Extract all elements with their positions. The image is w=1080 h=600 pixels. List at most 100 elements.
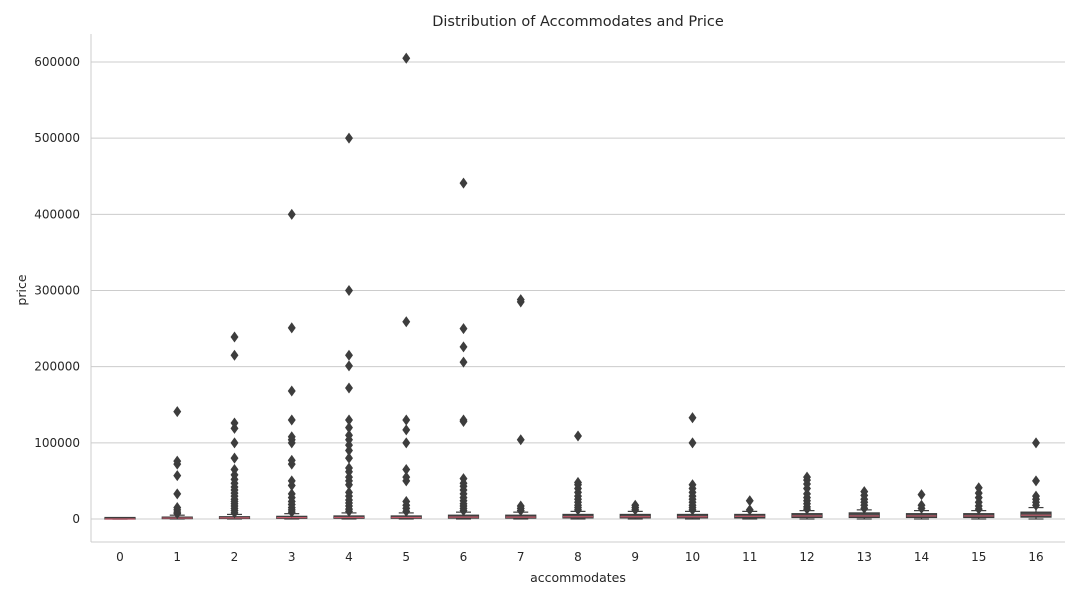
- x-tick-label: 5: [402, 550, 410, 564]
- y-tick-label: 600000: [34, 55, 80, 69]
- outlier-point: [287, 454, 296, 466]
- outlier-point: [516, 434, 525, 446]
- x-tick-label: 13: [857, 550, 872, 564]
- outlier-point: [917, 499, 926, 511]
- outlier-point: [402, 471, 411, 483]
- box-group: [676, 412, 709, 520]
- outlier-point: [402, 463, 411, 476]
- grid-lines: [91, 61, 1065, 520]
- outlier-point: [688, 412, 697, 424]
- chart-title: Distribution of Accommodates and Price: [432, 14, 724, 30]
- y-tick-labels: 0 100000 200000 300000 400000 500000 600000: [34, 55, 80, 526]
- outlier-point: [230, 349, 239, 361]
- box-group: [848, 486, 880, 520]
- outlier-point: [345, 360, 353, 372]
- x-tick-label: 8: [574, 550, 582, 564]
- y-tick-label: 300000: [34, 284, 80, 298]
- box-group: [390, 52, 422, 520]
- y-axis-label: price: [14, 274, 29, 305]
- x-tick-label: 15: [971, 550, 986, 564]
- outlier-point: [516, 500, 525, 512]
- x-tick-label: 11: [742, 550, 757, 564]
- outlier-point: [345, 349, 353, 361]
- box-group: [963, 482, 995, 520]
- box-group: [505, 294, 537, 520]
- outlier-point: [230, 417, 239, 429]
- outlier-point: [1032, 490, 1040, 502]
- x-tick-label: 7: [517, 550, 525, 564]
- outlier-point: [745, 495, 754, 507]
- outlier-point: [345, 132, 353, 144]
- box-group: [218, 331, 251, 520]
- outlier-point: [345, 429, 353, 441]
- outlier-point: [345, 422, 353, 434]
- box-group: [619, 499, 651, 520]
- outlier-point: [459, 323, 468, 335]
- y-tick-label: 500000: [34, 131, 80, 145]
- outlier-point: [402, 52, 411, 64]
- y-tick-label: 400000: [34, 207, 80, 221]
- outlier-point: [1032, 437, 1040, 449]
- y-tick-label: 100000: [34, 436, 80, 450]
- outlier-point: [173, 488, 182, 500]
- outlier-point: [745, 504, 754, 516]
- outlier-point: [402, 495, 411, 507]
- outlier-point: [574, 430, 582, 442]
- outlier-point: [230, 331, 239, 343]
- x-tick-label: 4: [345, 550, 353, 564]
- outlier-point: [860, 486, 869, 498]
- outlier-point: [459, 341, 468, 353]
- outlier-point: [345, 452, 353, 464]
- outlier-point: [402, 437, 411, 449]
- outlier-point: [173, 502, 182, 514]
- outlier-point: [688, 479, 697, 491]
- outlier-point: [230, 452, 239, 464]
- x-tick-label: 3: [288, 550, 296, 564]
- x-tick-label: 14: [914, 550, 929, 564]
- outlier-point: [173, 406, 182, 418]
- outlier-point: [402, 424, 411, 436]
- box-group: [276, 208, 308, 520]
- outlier-point: [230, 437, 239, 449]
- outlier-point: [516, 294, 525, 306]
- outlier-point: [917, 489, 926, 501]
- outlier-point: [287, 208, 296, 220]
- box-group: [791, 471, 823, 520]
- outlier-point: [173, 470, 182, 482]
- boxes: [104, 52, 1052, 520]
- outlier-point: [287, 475, 296, 487]
- outlier-point: [631, 499, 640, 511]
- outlier-point: [230, 463, 239, 476]
- x-tick-label: 1: [173, 550, 181, 564]
- box-group: [333, 132, 365, 520]
- x-tick-label: 10: [685, 550, 700, 564]
- box-group: [104, 516, 136, 520]
- x-tick-label: 0: [116, 550, 124, 564]
- outlier-point: [974, 482, 983, 494]
- outlier-point: [803, 471, 811, 483]
- x-tick-label: 16: [1028, 550, 1043, 564]
- outlier-point: [287, 414, 296, 426]
- y-tick-label: 200000: [34, 360, 80, 374]
- box-group: [905, 489, 938, 520]
- outlier-point: [402, 316, 411, 328]
- box-group: [734, 495, 766, 520]
- box-group: [1020, 437, 1052, 520]
- x-tick-label: 2: [231, 550, 239, 564]
- outlier-point: [287, 385, 296, 397]
- outlier-point: [345, 414, 353, 426]
- x-tick-label: 9: [631, 550, 639, 564]
- box-group: [447, 177, 480, 520]
- x-axis-label: accommodates: [530, 570, 626, 585]
- outlier-point: [173, 455, 182, 467]
- outlier-point: [345, 462, 353, 474]
- outlier-point: [1032, 475, 1040, 487]
- outlier-point: [459, 177, 468, 189]
- box-group: [161, 406, 193, 520]
- outlier-point: [287, 431, 296, 443]
- outlier-point: [402, 414, 411, 426]
- outlier-point: [688, 437, 697, 449]
- y-tick-label: 0: [72, 512, 80, 526]
- outlier-point: [459, 473, 468, 485]
